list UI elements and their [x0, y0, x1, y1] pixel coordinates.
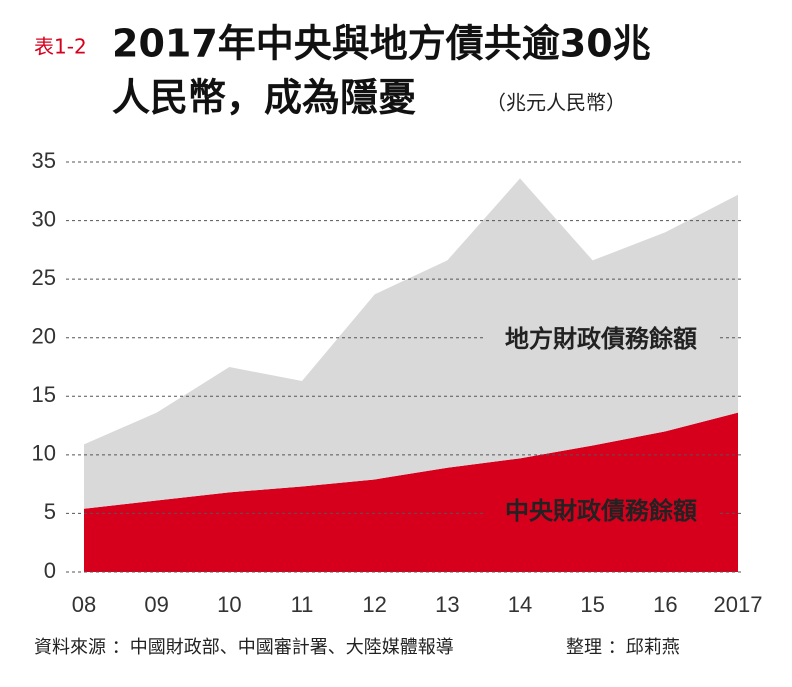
- y-tick-label: 35: [32, 148, 56, 173]
- x-tick-label: 2017: [714, 592, 763, 617]
- x-tick-label: 13: [435, 592, 459, 617]
- chart-title: 人民幣，成為隱憂: [112, 76, 416, 120]
- y-tick-label: 5: [44, 499, 56, 524]
- label-background: [484, 324, 718, 356]
- y-tick-label: 10: [32, 441, 56, 466]
- y-tick-label: 30: [32, 206, 56, 231]
- x-tick-label: 14: [508, 592, 532, 617]
- series-label: 中央財政債務餘額: [505, 497, 697, 525]
- x-tick-label: 09: [144, 592, 168, 617]
- x-tick-label: 10: [217, 592, 241, 617]
- chart-title: 2017年中央與地方債共逾30兆: [112, 22, 651, 66]
- y-tick-label: 20: [32, 324, 56, 349]
- y-tick-label: 0: [44, 558, 56, 583]
- unit-label: （兆元人民幣）: [486, 91, 626, 115]
- label-background: [484, 496, 718, 528]
- source: 資料來源 ：中國財政部、中國審計署、大陸媒體報導: [34, 637, 454, 658]
- x-tick-label: 11: [291, 592, 314, 617]
- editor: 整理 ：邱莉燕: [566, 637, 680, 658]
- series-label: 地方財政債務餘額: [505, 325, 697, 353]
- x-tick-label: 12: [362, 592, 386, 617]
- y-tick-label: 25: [32, 265, 56, 290]
- area: [84, 412, 738, 572]
- chart-label: 表1-2: [34, 35, 87, 59]
- x-tick-label: 16: [653, 592, 677, 617]
- area: [84, 178, 738, 509]
- y-tick-label: 15: [32, 382, 56, 407]
- x-tick-label: 08: [72, 592, 96, 617]
- x-tick-label: 15: [580, 592, 604, 617]
